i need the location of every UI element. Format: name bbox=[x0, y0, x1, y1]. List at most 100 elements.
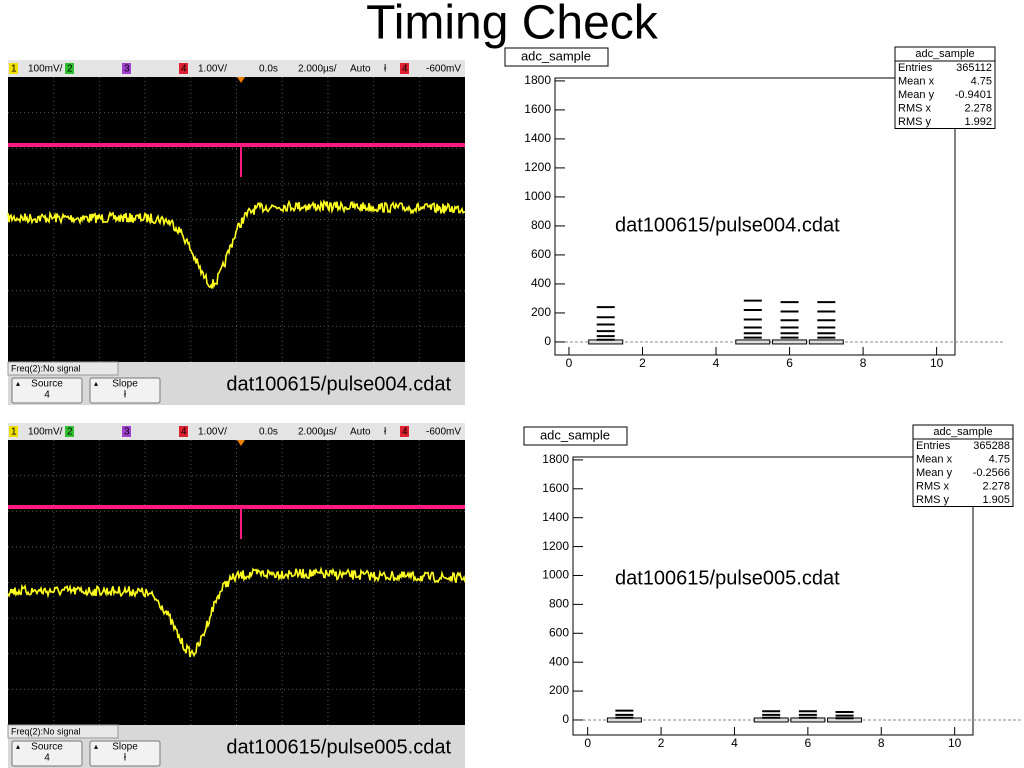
x-tick-label: 8 bbox=[878, 736, 885, 750]
x-tick-label: 4 bbox=[713, 356, 720, 370]
channel-box bbox=[122, 63, 131, 74]
y-tick-label: 0 bbox=[544, 334, 551, 348]
softkey-value: 4 bbox=[44, 390, 50, 401]
y-tick-label: 1800 bbox=[524, 73, 551, 87]
y-tick-label: 200 bbox=[549, 683, 569, 697]
stat-label: RMS x bbox=[898, 102, 932, 114]
channel-box bbox=[9, 63, 18, 74]
y-tick-label: 0 bbox=[562, 712, 569, 726]
stat-label: Entries bbox=[916, 440, 951, 452]
stat-label: RMS y bbox=[916, 494, 950, 506]
scope-header-text: -600mV bbox=[426, 64, 461, 75]
x-tick-label: 10 bbox=[930, 356, 944, 370]
y-tick-label: 1400 bbox=[542, 510, 569, 524]
x-tick-label: 4 bbox=[731, 736, 738, 750]
scope-header-text: 4 bbox=[402, 64, 408, 75]
plot-frame bbox=[572, 456, 974, 736]
y-tick-label: 1800 bbox=[542, 452, 569, 466]
softkey-label: Slope bbox=[112, 379, 138, 390]
scope-header-text: 4 bbox=[181, 64, 187, 75]
channel-box bbox=[400, 63, 409, 74]
scope-header-text: 1 bbox=[11, 64, 17, 75]
scope-header-text: 2 bbox=[67, 427, 73, 438]
status-box bbox=[7, 724, 119, 739]
scope-header-text: Auto bbox=[350, 64, 371, 75]
scope-header-text: 2.000µs/ bbox=[298, 64, 337, 75]
softkey bbox=[11, 740, 83, 767]
scope-header-text: 1.00V/ bbox=[198, 64, 227, 75]
scope-header-text: 1.00V/ bbox=[198, 427, 227, 438]
scope-header-text: -600mV bbox=[426, 427, 461, 438]
channel-box bbox=[65, 426, 74, 437]
stat-label: Entries bbox=[898, 62, 933, 74]
stat-label: RMS y bbox=[898, 116, 932, 128]
softkey-value: ł bbox=[124, 390, 127, 401]
channel-box bbox=[400, 426, 409, 437]
y-tick-label: 1200 bbox=[542, 539, 569, 553]
y-tick-label: 600 bbox=[531, 247, 551, 261]
x-tick-label: 2 bbox=[658, 736, 665, 750]
softkey bbox=[89, 377, 161, 404]
stat-value: 1.905 bbox=[982, 494, 1010, 506]
scope-header-text: 0.0s bbox=[259, 64, 278, 75]
softkey-arrow: ▴ bbox=[16, 742, 20, 751]
x-tick-label: 8 bbox=[860, 356, 867, 370]
stat-value: -0.2566 bbox=[973, 467, 1010, 479]
scope-header-text: 2 bbox=[67, 64, 73, 75]
y-tick-label: 600 bbox=[549, 625, 569, 639]
scope-caption: dat100615/pulse004.cdat bbox=[226, 373, 451, 395]
scope-header-text: 1 bbox=[11, 427, 17, 438]
softkey-arrow: ▴ bbox=[94, 742, 98, 751]
stat-value: 365112 bbox=[956, 62, 992, 74]
scope-header-bar bbox=[8, 60, 465, 77]
y-tick-label: 1000 bbox=[542, 568, 569, 582]
y-tick-label: 1400 bbox=[524, 131, 551, 145]
trigger-marker bbox=[237, 77, 245, 83]
y-tick-label: 200 bbox=[531, 305, 551, 319]
y-tick-label: 400 bbox=[549, 654, 569, 668]
scope-header-text: 3 bbox=[124, 427, 130, 438]
stat-label: Mean x bbox=[898, 75, 935, 87]
scope-header-text: 2.000µs/ bbox=[298, 427, 337, 438]
stat-label: Mean y bbox=[916, 467, 953, 479]
scope-header-text: ł bbox=[384, 64, 387, 75]
zero-box bbox=[808, 339, 844, 345]
softkey bbox=[11, 377, 83, 404]
y-tick-label: 800 bbox=[549, 597, 569, 611]
y-tick-label: 1600 bbox=[524, 102, 551, 116]
stats-title: adc_sample bbox=[915, 48, 974, 60]
stat-value: 4.75 bbox=[989, 453, 1010, 465]
channel-box bbox=[179, 63, 188, 74]
slide-title: Timing Check bbox=[366, 0, 659, 50]
scope-header-text: 4 bbox=[402, 427, 408, 438]
stats-title: adc_sample bbox=[933, 426, 992, 438]
status-text: Freq(2):No signal bbox=[11, 363, 81, 373]
stat-value: 1.992 bbox=[964, 116, 992, 128]
stat-value: 4.75 bbox=[971, 75, 992, 87]
hist-title: adc_sample bbox=[540, 427, 610, 442]
x-tick-label: 10 bbox=[948, 736, 962, 750]
softkey-arrow: ▴ bbox=[94, 379, 98, 388]
scope-header-bar bbox=[8, 423, 465, 440]
stat-value: 2.278 bbox=[964, 102, 992, 114]
stat-label: Mean y bbox=[898, 89, 935, 101]
x-tick-label: 2 bbox=[639, 356, 646, 370]
softkey-arrow: ▴ bbox=[16, 379, 20, 388]
x-tick-label: 6 bbox=[805, 736, 812, 750]
y-tick-label: 1000 bbox=[524, 189, 551, 203]
trigger-marker bbox=[237, 440, 245, 446]
zero-box bbox=[735, 339, 771, 345]
scope-header-text: 3 bbox=[124, 64, 130, 75]
scope-header-text: 100mV/ bbox=[28, 64, 63, 75]
stat-label: RMS x bbox=[916, 480, 950, 492]
scope-header-text: 0.0s bbox=[259, 427, 278, 438]
plot-frame bbox=[554, 77, 956, 356]
x-tick-label: 0 bbox=[566, 356, 573, 370]
stat-value: 365288 bbox=[973, 440, 1010, 452]
hist-title-box bbox=[504, 47, 609, 67]
scope-header-text: ł bbox=[384, 427, 387, 438]
softkey-label: Source bbox=[31, 379, 63, 390]
yellow-trace bbox=[7, 566, 466, 658]
hist-annotation: dat100615/pulse004.cdat bbox=[615, 214, 840, 236]
